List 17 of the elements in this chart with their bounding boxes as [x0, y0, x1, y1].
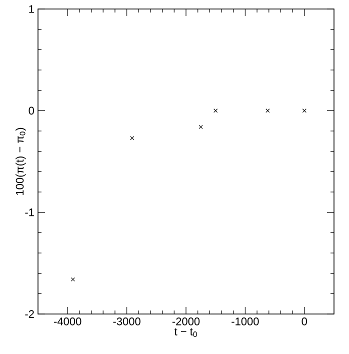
- x-tick-label: -3000: [113, 318, 140, 326]
- x-tick-label: -1000: [232, 318, 259, 326]
- y-axis-title: 100(π(t) − π$_{0}$): [16, 128, 26, 195]
- point: [70, 277, 75, 282]
- point: [266, 108, 270, 113]
- x-tick-label: -2000: [172, 318, 200, 326]
- x-tick-label: 0: [302, 318, 308, 326]
- x-tick-label: -4000: [54, 318, 82, 326]
- point: [198, 124, 203, 130]
- y-tick-label: -1: [25, 208, 34, 216]
- point: [302, 108, 306, 113]
- point: [214, 108, 218, 113]
- y-tick-label: -2: [25, 310, 34, 318]
- x-axis-title: t − t$_{0}$: [174, 328, 197, 338]
- point: [130, 136, 134, 140]
- y-tick-label: 1: [29, 5, 34, 13]
- y-tick-label: 0: [28, 106, 34, 115]
